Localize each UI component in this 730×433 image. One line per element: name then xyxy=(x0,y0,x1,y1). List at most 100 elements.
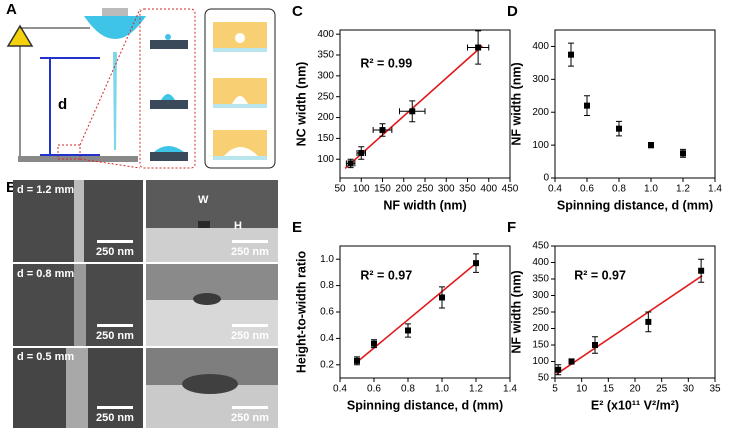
row-label: d = 1.2 mm xyxy=(17,184,74,196)
y-tick-label: 0.8 xyxy=(320,280,334,291)
y-axis-label: NC width (nm) xyxy=(294,62,308,147)
data-point xyxy=(439,294,445,301)
data-point xyxy=(568,358,575,365)
row-label: d = 0.5 mm xyxy=(17,351,74,363)
x-axis-label: Spinning distance, d (mm) xyxy=(347,398,503,412)
x-tick-label: 250 xyxy=(417,184,434,195)
data-point xyxy=(568,51,574,58)
y-tick-label: 150 xyxy=(317,133,334,144)
data-point xyxy=(616,125,622,132)
y-tick-label: 450 xyxy=(532,241,549,252)
y-tick-label: 400 xyxy=(532,41,549,52)
y-tick-label: 150 xyxy=(532,340,549,351)
data-point xyxy=(473,260,479,267)
y-tick-label: 1.0 xyxy=(320,254,334,265)
annotation: R² = 0.97 xyxy=(360,269,412,283)
y-axis-label: NF width (nm) xyxy=(509,270,523,353)
scale-bar-label: 250 nm xyxy=(231,330,269,342)
x-tick-label: 350 xyxy=(459,184,476,195)
y-tick-label: 50 xyxy=(538,373,550,384)
x-tick-label: 1.4 xyxy=(708,184,722,195)
x-tick-label: 300 xyxy=(438,184,455,195)
y-tick-label: 200 xyxy=(317,112,334,123)
x-tick-label: 1.0 xyxy=(644,184,658,195)
y-tick-label: 400 xyxy=(317,29,334,40)
plot-frame xyxy=(554,29,716,179)
x-axis-label: Spinning distance, d (mm) xyxy=(557,198,713,212)
x-tick-label: 1.4 xyxy=(503,384,517,395)
x-tick-label: 0.4 xyxy=(333,384,347,395)
x-tick-label: 200 xyxy=(395,184,412,195)
y-tick-label: 300 xyxy=(532,290,549,301)
x-tick-label: 100 xyxy=(353,184,370,195)
data-point xyxy=(347,160,354,167)
annotation: R² = 0.99 xyxy=(360,56,412,70)
data-point xyxy=(354,357,360,364)
data-point xyxy=(584,102,590,109)
y-tick-label: 0.4 xyxy=(320,333,334,344)
panel-label: D xyxy=(507,3,518,20)
x-tick-label: 1.0 xyxy=(435,384,449,395)
panel-label: A xyxy=(6,1,17,18)
x-tick-label: 400 xyxy=(480,184,497,195)
x-tick-label: 50 xyxy=(334,184,346,195)
data-point xyxy=(698,267,705,274)
setup-diagram xyxy=(6,8,276,169)
row-label: d = 0.8 mm xyxy=(17,268,74,280)
y-tick-label: 0 xyxy=(543,173,549,184)
data-point xyxy=(475,44,482,51)
y-tick-label: 100 xyxy=(532,356,549,367)
y-tick-label: 200 xyxy=(532,323,549,334)
distance-label: d xyxy=(58,96,67,113)
x-tick-label: 150 xyxy=(374,184,391,195)
panel-label: B xyxy=(6,179,17,196)
height-label: H xyxy=(234,220,242,232)
data-point xyxy=(680,150,686,157)
charts: 50 100 150 200 250 300 350 400 45010015020025030… xyxy=(292,3,722,412)
y-tick-label: 100 xyxy=(317,154,334,165)
data-point xyxy=(592,342,598,348)
x-axis-label: NF width (nm) xyxy=(383,198,466,212)
x-tick-label: 0.8 xyxy=(612,184,626,195)
y-tick-label: 200 xyxy=(532,107,549,118)
data-point xyxy=(555,366,562,373)
x-tick-label: 1.2 xyxy=(676,184,690,195)
data-point xyxy=(409,108,416,115)
x-axis-label: E² (x10¹¹ V²/m²) xyxy=(591,398,679,412)
x-tick-label: 15 xyxy=(603,384,615,395)
scale-bar-label: 250 nm xyxy=(231,412,269,424)
panel-label: E xyxy=(292,219,302,236)
y-tick-label: 400 xyxy=(532,257,549,268)
x-tick-label: 0.6 xyxy=(580,184,594,195)
y-tick-label: 100 xyxy=(532,140,549,151)
scale-bar-label: 250 nm xyxy=(96,412,134,424)
plot-frame xyxy=(339,245,511,379)
x-tick-label: 1.2 xyxy=(469,384,483,395)
y-tick-label: 350 xyxy=(317,50,334,61)
x-tick-label: 25 xyxy=(656,384,668,395)
y-axis-label: NF width (nm) xyxy=(509,62,523,145)
y-tick-label: 0.6 xyxy=(320,307,334,318)
x-tick-label: 5 xyxy=(552,384,558,395)
x-tick-label: 0.6 xyxy=(367,384,381,395)
y-tick-label: 250 xyxy=(532,307,549,318)
fit-line xyxy=(344,45,483,170)
y-tick-label: 350 xyxy=(532,274,549,285)
data-point xyxy=(371,340,377,347)
fit-line xyxy=(556,275,703,375)
data-point xyxy=(379,127,386,134)
data-point xyxy=(645,318,652,325)
data-point xyxy=(405,327,411,334)
x-tick-label: 30 xyxy=(683,384,695,395)
y-axis-label: Height-to-width ratio xyxy=(294,251,308,374)
y-tick-label: 300 xyxy=(532,74,549,85)
scale-bar-label: 250 nm xyxy=(96,246,134,258)
data-point xyxy=(358,149,365,156)
scale-bar-label: 250 nm xyxy=(231,246,269,258)
data-point xyxy=(648,142,654,149)
width-label: W xyxy=(198,194,209,206)
y-tick-label: 300 xyxy=(317,70,334,81)
annotation: R² = 0.97 xyxy=(574,269,626,283)
scale-bar-label: 250 nm xyxy=(96,330,134,342)
